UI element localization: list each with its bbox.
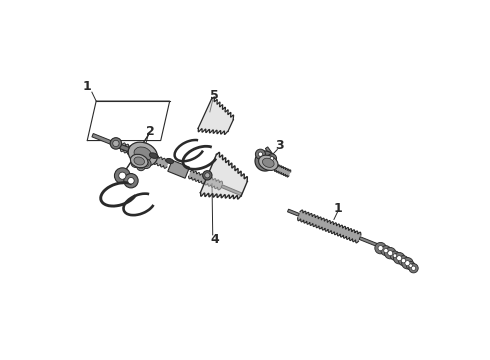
Ellipse shape (263, 158, 274, 167)
Circle shape (398, 256, 409, 266)
Circle shape (393, 254, 397, 257)
Circle shape (124, 174, 138, 188)
Text: 2: 2 (146, 125, 154, 138)
Circle shape (115, 168, 130, 184)
Circle shape (255, 151, 275, 171)
Circle shape (388, 251, 393, 256)
Polygon shape (168, 160, 190, 178)
Circle shape (381, 246, 391, 256)
Ellipse shape (134, 157, 145, 165)
Circle shape (375, 242, 386, 254)
Circle shape (137, 162, 146, 171)
Polygon shape (200, 152, 247, 199)
Text: 1: 1 (83, 80, 92, 93)
Circle shape (142, 159, 151, 168)
Polygon shape (189, 170, 222, 190)
Circle shape (409, 264, 413, 267)
Polygon shape (92, 134, 122, 148)
Text: 1: 1 (334, 202, 343, 215)
Circle shape (390, 251, 399, 260)
Text: 3: 3 (275, 139, 283, 152)
Polygon shape (297, 210, 361, 243)
Ellipse shape (128, 142, 157, 166)
Circle shape (258, 152, 263, 156)
Polygon shape (198, 97, 234, 134)
Ellipse shape (134, 147, 151, 161)
Polygon shape (274, 164, 291, 177)
Circle shape (378, 246, 383, 251)
Circle shape (133, 160, 138, 165)
Polygon shape (288, 209, 299, 216)
Polygon shape (113, 142, 129, 152)
Circle shape (270, 157, 274, 160)
Circle shape (139, 164, 144, 169)
Circle shape (412, 266, 416, 270)
Circle shape (113, 140, 119, 147)
Circle shape (385, 247, 396, 259)
Polygon shape (121, 143, 169, 168)
Text: 4: 4 (210, 233, 219, 246)
Circle shape (205, 173, 210, 178)
Circle shape (128, 177, 134, 184)
Circle shape (397, 256, 402, 261)
Ellipse shape (149, 153, 158, 158)
Circle shape (393, 252, 405, 264)
Polygon shape (359, 237, 378, 247)
Circle shape (203, 171, 212, 180)
Circle shape (267, 154, 276, 163)
Circle shape (384, 248, 388, 253)
Text: 5: 5 (210, 89, 219, 102)
Circle shape (405, 261, 410, 266)
Circle shape (260, 156, 270, 167)
Circle shape (409, 264, 418, 273)
Polygon shape (266, 147, 274, 158)
Circle shape (406, 261, 415, 270)
Ellipse shape (166, 158, 173, 163)
Circle shape (144, 161, 149, 166)
Ellipse shape (259, 155, 278, 170)
Circle shape (119, 172, 126, 179)
Circle shape (402, 257, 413, 269)
Circle shape (401, 258, 406, 263)
Circle shape (110, 138, 122, 149)
Ellipse shape (130, 154, 148, 168)
Circle shape (255, 149, 266, 159)
Polygon shape (221, 185, 242, 196)
Circle shape (131, 158, 140, 167)
